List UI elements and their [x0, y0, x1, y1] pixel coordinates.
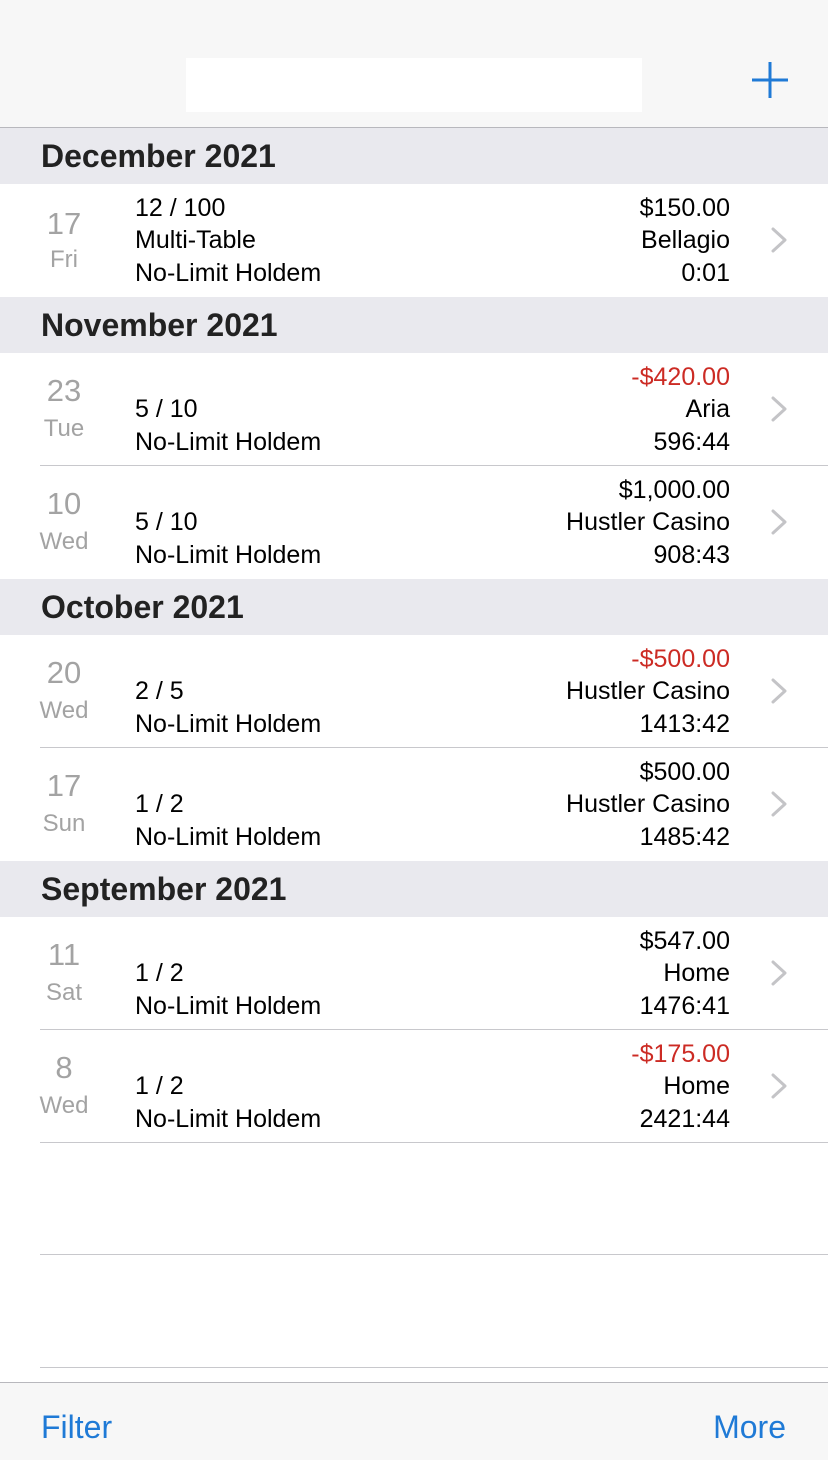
weekday: Sat [45, 979, 83, 1006]
game-type: No-Limit Holdem [135, 428, 322, 456]
day-number: 20 [46, 655, 82, 690]
navigation-bar [0, 0, 828, 128]
session-amount: $547.00 [639, 927, 730, 955]
session-date: 8 Wed [0, 1030, 128, 1143]
session-location: Hustler Casino [566, 790, 730, 818]
session-row[interactable]: 8 Wed 1 / 2 No-Limit Holdem -$175.00 Home 2421… [0, 1030, 828, 1143]
more-button[interactable]: More [713, 1409, 786, 1445]
weekday: Sun [42, 810, 86, 837]
session-row[interactable]: 10 Wed 5 / 10 No-Limit Holdem $1,000.00 Hustl… [0, 466, 828, 579]
session-row[interactable]: 17 Fri 12 / 100 Multi-Table No-Limit Holdem $… [0, 184, 828, 297]
session-amount: $500.00 [639, 758, 730, 786]
chevron-right-icon [771, 509, 787, 535]
day-number: 10 [46, 486, 82, 521]
session-date: 17 Fri [0, 184, 128, 297]
session-location: Hustler Casino [566, 677, 730, 705]
session-duration: 1413:42 [639, 710, 730, 738]
nav-title-field [186, 58, 642, 112]
row-separator [40, 1142, 828, 1143]
session-duration: 596:44 [653, 428, 730, 456]
chevron-right-icon [771, 791, 787, 817]
game-type: No-Limit Holdem [135, 992, 322, 1020]
game-type: No-Limit Holdem [135, 259, 322, 287]
session-amount: -$500.00 [631, 645, 730, 673]
session-location: Hustler Casino [566, 508, 730, 536]
game-type: No-Limit Holdem [135, 541, 322, 569]
chevron-right-icon [771, 678, 787, 704]
chevron-right-icon [771, 227, 787, 253]
game-format: Multi-Table [135, 226, 256, 254]
weekday: Fri [50, 246, 78, 273]
stakes: 1 / 2 [135, 790, 184, 818]
filter-button[interactable]: Filter [41, 1409, 113, 1445]
session-row[interactable]: 20 Wed 2 / 5 No-Limit Holdem -$500.00 Hustler… [0, 635, 828, 748]
weekday: Wed [39, 528, 89, 555]
session-location: Home [663, 959, 730, 987]
bottom-toolbar: Filter More [0, 1382, 828, 1460]
day-number: 17 [46, 768, 82, 803]
session-location: Aria [685, 395, 730, 423]
section-header: December 2021 [0, 128, 828, 184]
row-separator [40, 465, 828, 466]
session-row[interactable]: 11 Sat 1 / 2 No-Limit Holdem $547.00 Home 1476… [0, 917, 828, 1030]
weekday: Tue [43, 415, 85, 442]
stakes: 2 / 5 [135, 677, 184, 705]
session-amount: $1,000.00 [618, 476, 730, 504]
game-type: No-Limit Holdem [135, 710, 322, 738]
session-date: 10 Wed [0, 466, 128, 579]
chevron-right-icon [771, 396, 787, 422]
section-title: September 2021 [41, 870, 287, 907]
section-title: November 2021 [41, 306, 278, 343]
section-header: October 2021 [0, 579, 828, 635]
stakes: 5 / 10 [135, 395, 198, 423]
session-row[interactable]: 23 Tue 5 / 10 No-Limit Holdem -$420.00 Aria 59… [0, 353, 828, 466]
weekday: Wed [39, 1092, 89, 1119]
empty-row-separator [40, 1367, 828, 1368]
section-header: November 2021 [0, 297, 828, 353]
session-row[interactable]: 17 Sun 1 / 2 No-Limit Holdem $500.00 Hustler … [0, 748, 828, 861]
session-duration: 1485:42 [639, 823, 730, 851]
session-date: 20 Wed [0, 635, 128, 748]
session-amount: -$420.00 [631, 363, 730, 391]
plus-icon [752, 62, 788, 98]
session-location: Home [663, 1072, 730, 1100]
session-amount: $150.00 [639, 194, 730, 222]
session-date: 11 Sat [0, 917, 128, 1030]
game-type: No-Limit Holdem [135, 1105, 322, 1133]
stakes: 1 / 2 [135, 1072, 184, 1100]
row-separator [40, 747, 828, 748]
empty-row-separator [40, 1254, 828, 1255]
day-number: 11 [47, 937, 81, 972]
session-duration: 0:01 [681, 259, 730, 287]
stakes: 1 / 2 [135, 959, 184, 987]
section-header: September 2021 [0, 861, 828, 917]
weekday: Wed [39, 697, 89, 724]
game-type: No-Limit Holdem [135, 823, 322, 851]
day-number: 8 [55, 1050, 73, 1085]
add-session-button[interactable] [748, 58, 792, 102]
stakes: 12 / 100 [135, 194, 226, 222]
session-location: Bellagio [641, 226, 730, 254]
day-number: 23 [46, 373, 82, 408]
day-number: 17 [46, 206, 82, 241]
section-title: December 2021 [41, 137, 276, 174]
section-title: October 2021 [41, 588, 244, 625]
stakes: 5 / 10 [135, 508, 198, 536]
session-duration: 1476:41 [639, 992, 730, 1020]
session-list: December 2021 17 Fri 12 / 100 Multi-Table No-… [0, 128, 828, 1143]
chevron-right-icon [771, 1073, 787, 1099]
row-separator [40, 1029, 828, 1030]
session-date: 23 Tue [0, 353, 128, 466]
chevron-right-icon [771, 960, 787, 986]
session-amount: -$175.00 [631, 1040, 730, 1068]
session-duration: 908:43 [653, 541, 730, 569]
session-date: 17 Sun [0, 748, 128, 861]
session-duration: 2421:44 [639, 1105, 730, 1133]
